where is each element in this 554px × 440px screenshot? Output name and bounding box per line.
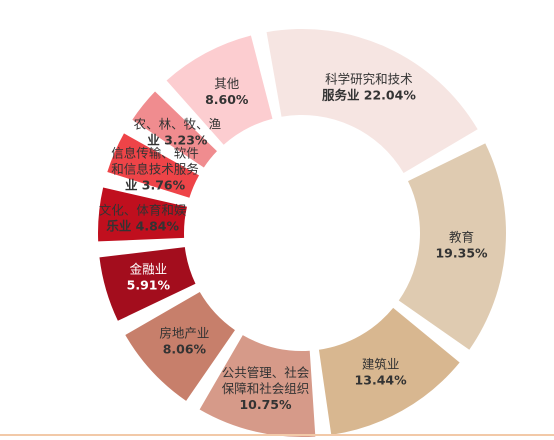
slice-label-line: 8.60% xyxy=(205,92,249,107)
slice-label-line: 19.35% xyxy=(435,245,488,260)
slice-label-line: 10.75% xyxy=(239,397,292,412)
slice-label-10: 其他 8.60% xyxy=(205,76,249,107)
slice-label-line: 房地产业 xyxy=(159,325,209,340)
slice-label-line: 和信息技术服务 xyxy=(111,162,199,177)
slice-label-line: 13.44% xyxy=(355,372,408,387)
slice-10 xyxy=(166,35,273,145)
slice-9 xyxy=(132,91,217,168)
slice-1 xyxy=(266,28,478,174)
slice-4 xyxy=(199,335,316,437)
slice-label-line: 农、林、牧、渔 xyxy=(134,117,222,132)
slice-5 xyxy=(125,291,235,401)
slice-label-4: 公共管理、社会保障和社会组织 10.75% xyxy=(222,365,310,412)
slice-label-line: 乐业 4.84% xyxy=(106,218,179,233)
slice-label-line: 建筑业 xyxy=(362,356,400,371)
slice-label-7: 文化、体育和娱乐业 4.84% xyxy=(99,202,187,233)
slice-group xyxy=(98,28,506,437)
slice-label-3: 建筑业 13.44% xyxy=(355,356,408,387)
slice-3 xyxy=(318,307,460,435)
slice-label-8: 信息传输、软件和信息技术服务业 3.76% xyxy=(111,146,199,193)
slice-label-line: 保障和社会组织 xyxy=(222,381,310,396)
slice-label-line: 科学研究和技术 xyxy=(325,72,413,87)
slice-label-line: 文化、体育和娱 xyxy=(99,202,187,217)
slice-8 xyxy=(107,133,200,198)
label-group: 科学研究和技术服务业 22.04% 教育 19.35% 建筑业 13.44% 公共管理、社… xyxy=(99,72,488,412)
slice-label-line: 信息传输、软件 xyxy=(111,146,199,161)
slice-label-line: 业 3.76% xyxy=(125,178,186,193)
slice-label-9: 农、林、牧、渔业 3.23% xyxy=(134,117,222,148)
slice-label-2: 教育 19.35% xyxy=(435,229,488,260)
slice-label-line: 5.91% xyxy=(127,278,171,293)
slice-7 xyxy=(98,187,187,242)
slice-label-line: 教育 xyxy=(449,229,474,244)
slice-2 xyxy=(398,143,506,350)
slice-label-line: 其他 xyxy=(214,76,240,91)
slice-label-line: 8.06% xyxy=(163,341,207,356)
bottom-divider xyxy=(0,434,554,436)
slice-label-1: 科学研究和技术服务业 22.04% xyxy=(322,72,416,103)
slice-label-5: 房地产业 8.06% xyxy=(159,325,209,356)
slice-label-6: 金融业 5.91% xyxy=(127,262,171,293)
slice-6 xyxy=(99,247,196,321)
slice-label-line: 金融业 xyxy=(130,262,168,277)
slice-label-line: 公共管理、社会 xyxy=(222,365,310,380)
slice-label-line: 业 3.23% xyxy=(147,133,208,148)
slice-label-line: 服务业 22.04% xyxy=(322,88,416,103)
